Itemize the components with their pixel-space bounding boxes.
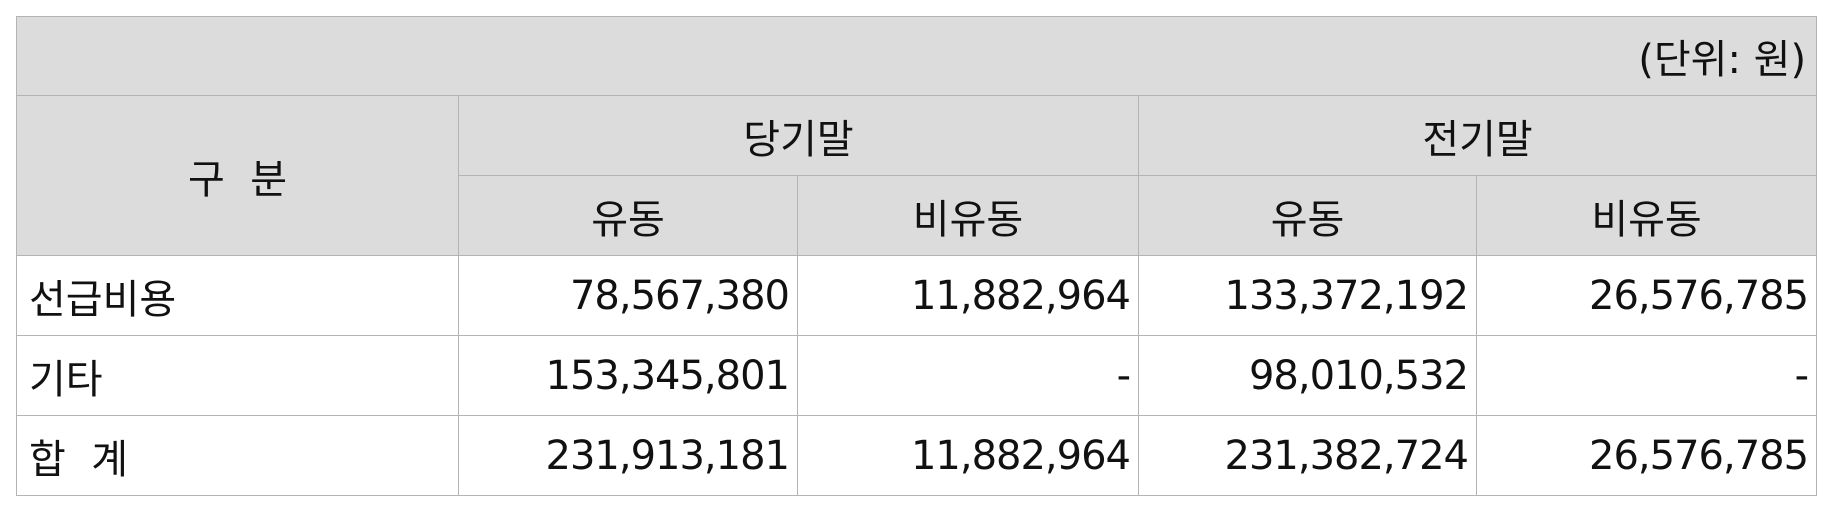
header-row-1: 구 분 당기말 전기말 bbox=[16, 95, 1818, 256]
cell-cur-noncurrent: - bbox=[797, 335, 1139, 416]
cell-cur-current: 153,345,801 bbox=[458, 335, 798, 416]
cell-cur-noncurrent: 11,882,964 bbox=[797, 255, 1139, 336]
table-row: 기타 153,345,801 - 98,010,532 - bbox=[16, 335, 1818, 416]
cell-prior-noncurrent: 26,576,785 bbox=[1475, 415, 1818, 496]
header-current-period: 당기말 bbox=[458, 95, 1139, 176]
unit-row: (단위: 원) bbox=[15, 16, 1818, 96]
table-row: 선급비용 78,567,380 11,882,964 133,372,192 2… bbox=[16, 255, 1818, 336]
table-row-total: 합 계 231,913,181 11,882,964 231,382,724 2… bbox=[16, 415, 1818, 496]
header-prior-current: 유동 bbox=[1138, 175, 1477, 256]
financial-table: (단위: 원) 구 분 당기말 전기말 유동 비유동 유동 비유동 선급비용 7… bbox=[15, 16, 1818, 496]
cell-prior-noncurrent: 26,576,785 bbox=[1475, 255, 1818, 336]
row-label: 선급비용 bbox=[16, 255, 459, 336]
header-prior-noncurrent: 비유동 bbox=[1475, 175, 1818, 256]
header-category: 구 분 bbox=[16, 95, 459, 256]
cell-prior-current: 133,372,192 bbox=[1138, 255, 1477, 336]
cell-cur-noncurrent: 11,882,964 bbox=[797, 415, 1139, 496]
header-prior-period: 전기말 bbox=[1137, 95, 1818, 176]
table-container: (단위: 원) 구 분 당기말 전기말 유동 비유동 유동 비유동 선급비용 7… bbox=[15, 16, 1818, 496]
header-row-2: 유동 비유동 유동 비유동 bbox=[17, 175, 1818, 256]
cell-prior-noncurrent: - bbox=[1475, 335, 1818, 416]
row-label: 합 계 bbox=[16, 415, 459, 496]
row-label: 기타 bbox=[16, 335, 459, 416]
unit-label: (단위: 원) bbox=[15, 16, 1818, 96]
cell-prior-current: 231,382,724 bbox=[1138, 415, 1477, 496]
header-cur-noncurrent: 비유동 bbox=[797, 175, 1139, 256]
cell-cur-current: 231,913,181 bbox=[458, 415, 798, 496]
header-cur-current: 유동 bbox=[458, 175, 798, 256]
cell-cur-current: 78,567,380 bbox=[458, 255, 798, 336]
cell-prior-current: 98,010,532 bbox=[1138, 335, 1477, 416]
